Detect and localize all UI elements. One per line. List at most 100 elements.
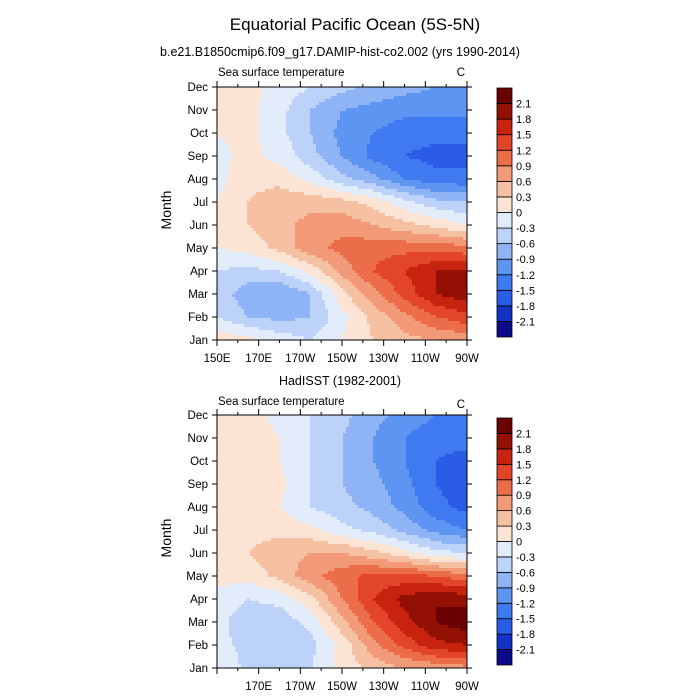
field-cell [397,147,400,150]
field-cell [301,156,304,159]
field-cell [232,186,235,189]
field-cell [460,162,463,165]
field-cell [358,120,361,123]
field-cell [244,156,247,159]
field-cell [439,141,442,144]
field-cell [391,240,394,243]
field-cell [334,135,337,138]
field-cell [409,138,412,141]
field-cell [379,246,382,249]
field-cell [442,174,445,177]
field-cell [268,180,271,183]
field-cell [316,162,319,165]
field-cell [424,159,427,162]
field-cell [415,93,418,96]
field-cell [247,183,250,186]
field-cell [397,105,400,108]
field-cell [418,108,421,111]
field-cell [415,237,418,240]
field-cell [265,261,268,264]
field-cell [367,243,370,246]
field-cell [400,201,403,204]
field-cell [304,189,307,192]
field-cell [247,114,250,117]
field-cell [349,135,352,138]
field-cell [430,102,433,105]
field-cell [328,162,331,165]
field-cell [349,123,352,126]
field-cell [238,114,241,117]
field-cell [328,183,331,186]
field-cell [415,219,418,222]
field-cell [220,135,223,138]
field-cell [361,159,364,162]
field-cell [418,120,421,123]
field-cell [262,171,265,174]
field-cell [226,195,229,198]
field-cell [352,195,355,198]
field-cell [445,159,448,162]
field-cell [313,102,316,105]
field-cell [220,153,223,156]
field-cell [295,123,298,126]
field-cell [343,246,346,249]
field-cell [400,222,403,225]
field-cell [343,117,346,120]
field-cell [268,117,271,120]
field-cell [364,165,367,168]
field-cell [352,108,355,111]
field-cell [331,189,334,192]
field-cell [379,183,382,186]
field-cell [364,201,367,204]
field-cell [370,186,373,189]
field-cell [238,255,241,258]
field-cell [325,123,328,126]
field-cell [313,162,316,165]
field-cell [262,180,265,183]
field-cell [445,108,448,111]
field-cell [367,108,370,111]
field-cell [337,171,340,174]
field-cell [409,231,412,234]
field-cell [238,117,241,120]
field-cell [277,90,280,93]
field-cell [262,108,265,111]
field-cell [361,180,364,183]
field-cell [217,192,220,195]
field-cell [298,234,301,237]
field-cell [232,156,235,159]
field-cell [418,216,421,219]
field-cell [334,99,337,102]
field-cell [382,240,385,243]
field-cell [460,144,463,147]
field-cell [352,165,355,168]
field-cell [262,165,265,168]
field-cell [271,228,274,231]
field-cell [295,135,298,138]
field-cell [460,234,463,237]
field-cell [457,87,460,90]
field-cell [340,183,343,186]
field-cell [376,228,379,231]
field-cell [292,132,295,135]
field-cell [388,198,391,201]
field-cell [370,231,373,234]
field-cell [241,117,244,120]
field-cell [316,99,319,102]
field-cell [349,195,352,198]
field-cell [448,210,451,213]
field-cell [451,153,454,156]
field-cell [457,240,460,243]
field-cell [346,189,349,192]
field-cell [241,153,244,156]
field-cell [334,246,337,249]
field-cell [394,153,397,156]
field-cell [418,126,421,129]
field-cell [247,222,250,225]
field-cell [400,150,403,153]
field-cell [331,117,334,120]
field-cell [223,264,226,267]
field-cell [259,132,262,135]
field-cell [388,180,391,183]
field-cell [430,123,433,126]
